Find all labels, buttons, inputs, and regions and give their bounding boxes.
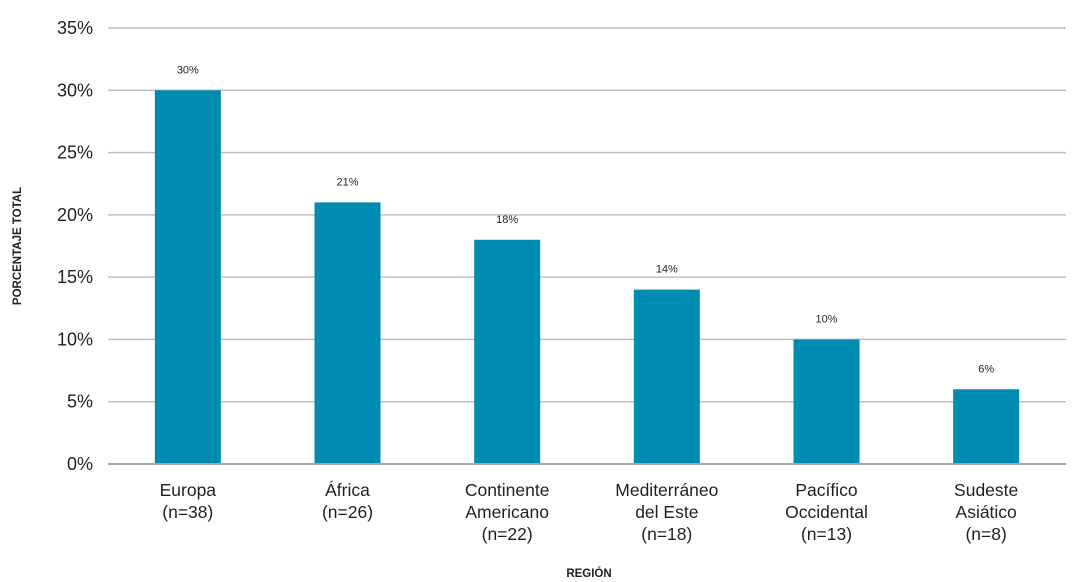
bar (314, 202, 381, 464)
data-label: 6% (978, 363, 994, 375)
bar (154, 90, 221, 465)
data-labels: 30% 21% 18% 14% 10% 6% (177, 64, 995, 375)
x-category-label: Pacífico (795, 480, 857, 500)
x-category-label: Continente (465, 480, 550, 500)
x-category-label: Sudeste (954, 480, 1018, 500)
y-tick-label: 30% (57, 80, 93, 100)
y-tick-label: 10% (57, 329, 93, 349)
data-label: 30% (177, 64, 199, 76)
bar (793, 339, 860, 464)
y-tick-label: 15% (57, 267, 93, 287)
x-category-label: Occidental (785, 502, 868, 522)
data-label: 21% (336, 176, 358, 188)
gridlines (108, 27, 1066, 403)
y-tick-label: 0% (67, 454, 93, 474)
x-category-label: Mediterráneo (615, 480, 718, 500)
data-label: 14% (656, 264, 678, 276)
x-axis-title: REGIÓN (566, 567, 611, 580)
x-category-label: (n=8) (965, 524, 1006, 544)
bar (953, 389, 1020, 464)
x-category-label: Europa (160, 480, 217, 500)
x-category-label: del Este (635, 502, 698, 522)
x-category-label: Americano (465, 502, 549, 522)
data-label: 18% (496, 214, 518, 226)
bar (633, 289, 700, 464)
x-category-label: (n=38) (162, 502, 213, 522)
y-tick-label: 5% (67, 392, 93, 412)
x-category-label: (n=13) (801, 524, 852, 544)
x-category-label: (n=18) (641, 524, 692, 544)
bars (154, 90, 1020, 465)
y-axis-title: PORCENTAJE TOTAL (12, 187, 24, 305)
y-axis-ticks: 0% 5% 10% 15% 20% 25% 30% 35% (57, 18, 93, 474)
bar (474, 239, 541, 464)
y-tick-label: 25% (57, 143, 93, 163)
y-tick-label: 20% (57, 205, 93, 225)
x-category-label: (n=22) (482, 524, 533, 544)
x-category-label: Asiático (956, 502, 1017, 522)
x-category-label: África (325, 480, 370, 500)
data-label: 10% (815, 313, 837, 325)
y-tick-label: 35% (57, 18, 93, 38)
x-category-label: (n=26) (322, 502, 373, 522)
x-axis-categories: Europa(n=38) África(n=26) ContinenteAmeric… (160, 480, 1019, 544)
